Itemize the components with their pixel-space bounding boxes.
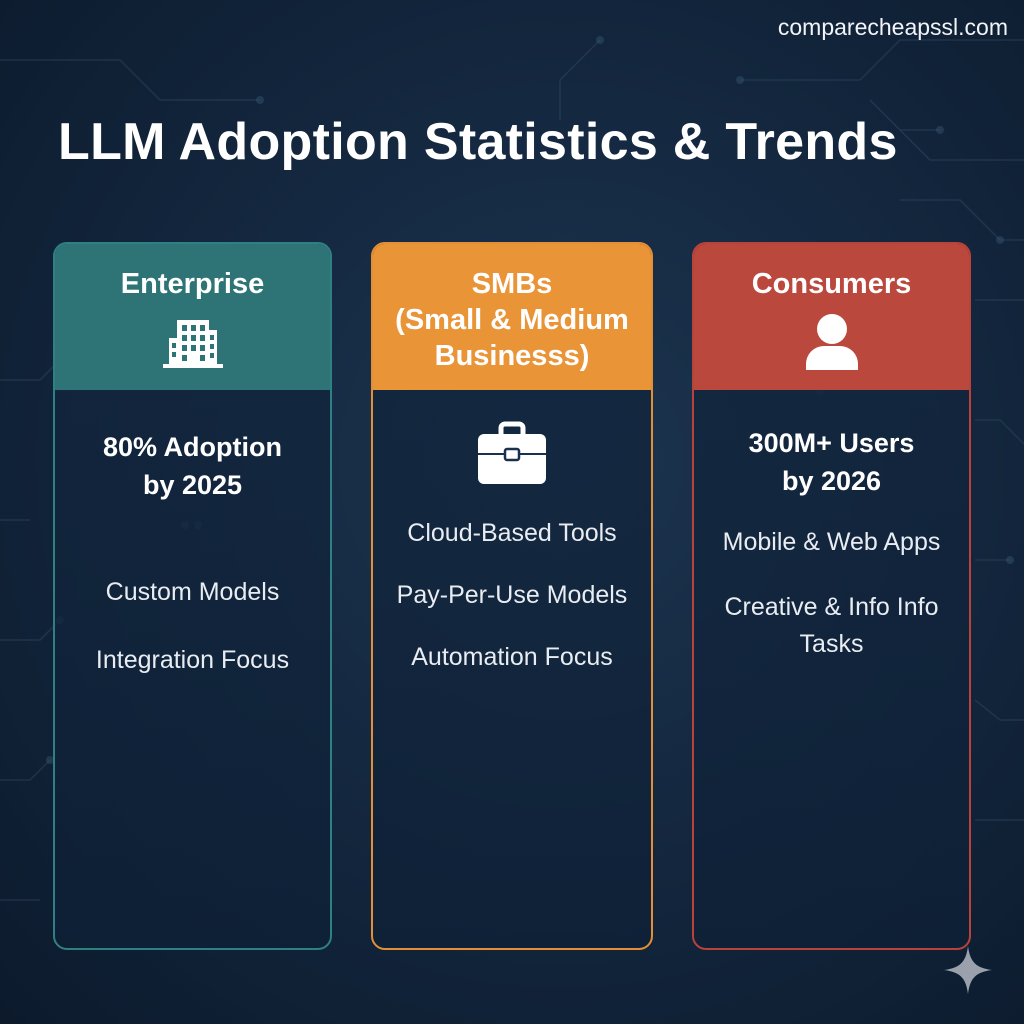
smb-item-pay-per-use-models: Pay-Per-Use Models [396, 581, 628, 609]
consumers-item-mobile-web-apps: Mobile & Web Apps [722, 528, 941, 556]
user-icon [805, 314, 858, 370]
consumers-label: Consumers [751, 268, 912, 300]
enterprise-card-body: 80% Adoption by 2025 Custom Models Integ… [55, 390, 330, 679]
site-watermark: comparecheapssl.com [777, 14, 1008, 40]
page-title: LLM Adoption Statistics & Trends [58, 113, 898, 171]
enterprise-item-integration-focus: Integration Focus [95, 646, 290, 674]
smb-card-header: SMBs (Small & Medium Businesss) [373, 244, 651, 390]
smb-label-line-3: Businesss) [434, 340, 590, 372]
smb-item-automation-focus: Automation Focus [411, 643, 613, 671]
consumers-stat-line-2: by 2026 [781, 466, 882, 496]
smb-label-line-2: (Small & Medium [395, 304, 629, 336]
enterprise-label: Enterprise [120, 268, 265, 300]
smb-label-line-1: SMBs [471, 268, 553, 300]
briefcase-icon [478, 421, 546, 484]
enterprise-card: Enterprise 80% Adoption by 2025 Custom M… [53, 242, 332, 950]
consumers-stat-line-1: 300M+ Users [748, 428, 915, 458]
consumers-item-creative-info-tasks: Creative & Info Info Tasks [724, 593, 939, 658]
smb-card-body: Cloud-Based Tools Pay-Per-Use Models Aut… [373, 390, 651, 676]
smb-card: SMBs (Small & Medium Businesss) Cloud-Ba… [371, 242, 653, 950]
smb-item-cloud-based-tools: Cloud-Based Tools [407, 519, 617, 547]
building-icon [162, 320, 223, 368]
consumers-card-body: 300M+ Users by 2026 Mobile & Web Apps Cr… [694, 390, 969, 663]
enterprise-stat-line-1: 80% Adoption [103, 432, 282, 462]
enterprise-stat-line-2: by 2025 [142, 470, 243, 500]
sparkle-icon [944, 946, 992, 994]
consumers-card: Consumers 300M+ Users by 2026 Mobile & W… [692, 242, 971, 950]
enterprise-item-custom-models: Custom Models [105, 578, 280, 606]
enterprise-card-header: Enterprise [55, 244, 330, 390]
consumers-card-header: Consumers [694, 244, 969, 390]
